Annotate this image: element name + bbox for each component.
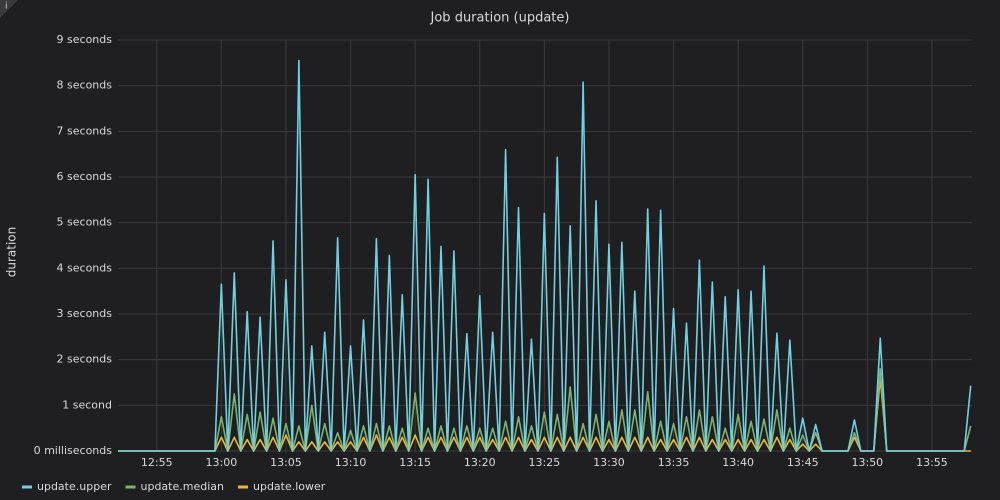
x-tick-label: 13:40	[722, 456, 754, 469]
y-tick-label: 7 seconds	[57, 124, 113, 137]
y-tick-label: 2 seconds	[57, 353, 113, 366]
series-line	[118, 368, 972, 452]
x-tick-label: 13:25	[529, 456, 561, 469]
legend-swatch	[22, 485, 32, 489]
info-corner	[0, 0, 18, 18]
legend-swatch	[237, 485, 248, 489]
y-tick-label: 9 seconds	[57, 33, 113, 46]
x-tick-label: 13:20	[464, 456, 496, 469]
x-tick-label: 13:50	[851, 456, 883, 469]
y-tick-label: 6 seconds	[57, 170, 113, 183]
x-tick-label: 13:35	[658, 456, 690, 469]
x-tick-label: 13:05	[270, 456, 302, 469]
x-tick-label: 13:30	[593, 456, 625, 469]
legend-label: update.upper	[37, 480, 112, 493]
y-tick-label: 1 second	[62, 398, 112, 411]
x-tick-label: 13:10	[335, 456, 367, 469]
y-tick-label: 3 seconds	[57, 307, 113, 320]
x-tick-label: 13:45	[787, 456, 819, 469]
legend-swatch	[125, 485, 136, 489]
y-tick-label: 4 seconds	[57, 261, 113, 274]
y-tick-label: 5 seconds	[57, 216, 113, 229]
x-tick-label: 13:15	[399, 456, 431, 469]
x-tick-label: 13:55	[916, 456, 948, 469]
legend-label: update.median	[140, 480, 224, 493]
x-tick-label: 12:55	[141, 456, 173, 469]
legend-label: update.lower	[253, 480, 326, 493]
series-line	[118, 59, 972, 452]
y-tick-label: 0 milliseconds	[34, 444, 113, 457]
y-tick-label: 8 seconds	[57, 79, 113, 92]
x-tick-label: 13:00	[206, 456, 238, 469]
chart-title: Job duration (update)	[430, 11, 570, 26]
info-icon: i	[5, 2, 8, 12]
y-axis-label: duration	[5, 227, 19, 278]
